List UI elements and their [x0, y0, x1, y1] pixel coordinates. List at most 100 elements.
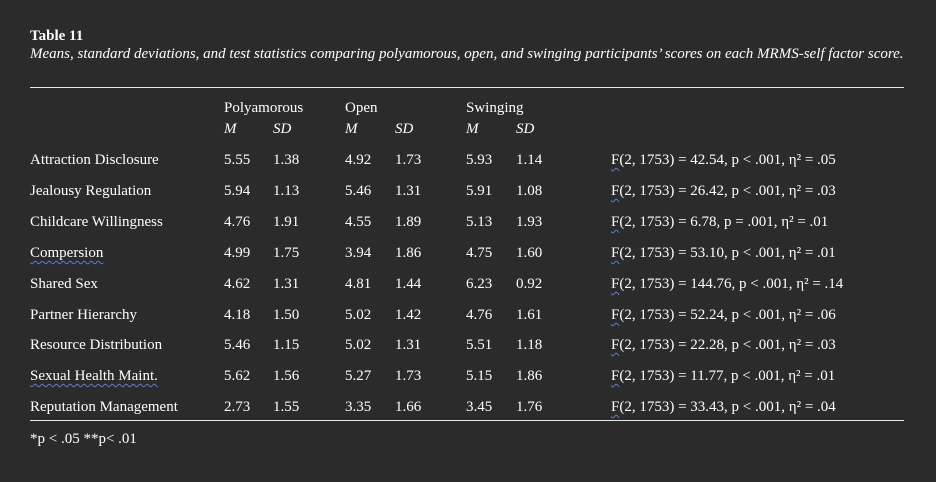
poly-sd: 1.38 [273, 152, 300, 168]
poly-sd: 1.91 [273, 214, 300, 230]
table-row: Shared Sex 4.62 1.31 4.81 1.44 6.23 0.92… [0, 275, 936, 293]
table-row: Compersion 4.99 1.75 3.94 1.86 4.75 1.60… [0, 244, 936, 262]
poly-sd: 1.56 [273, 368, 300, 384]
row-label: Shared Sex [30, 276, 98, 292]
table-note: *p < .05 **p< .01 [30, 431, 137, 447]
poly-sd: 1.50 [273, 307, 300, 323]
stat-f-symbol: F [611, 152, 620, 168]
open-sd: 1.89 [395, 214, 422, 230]
row-label-text: Sexual Health Maint. [30, 368, 158, 384]
swinging-mean: 5.51 [466, 337, 493, 353]
stat-detail: (2, 1753) = 6.78, p = .001, η² = .01 [619, 214, 829, 230]
open-mean: 3.35 [345, 399, 372, 415]
swinging-sd: 1.14 [516, 152, 543, 168]
open-sd: 1.86 [395, 245, 422, 261]
table-row: Resource Distribution 5.46 1.15 5.02 1.3… [0, 336, 936, 354]
open-sd: 1.73 [395, 152, 422, 168]
open-mean: 5.46 [345, 183, 372, 199]
row-label: Sexual Health Maint. [30, 367, 158, 385]
stat-f-symbol: F [611, 399, 620, 415]
open-mean: 4.92 [345, 152, 372, 168]
open-sd: 1.66 [395, 399, 422, 415]
group-header-polyamorous: Polyamorous [224, 100, 304, 116]
poly-mean: 4.76 [224, 214, 251, 230]
swinging-mean: 5.91 [466, 183, 493, 199]
row-label: Resource Distribution [30, 337, 163, 353]
swinging-mean: 5.13 [466, 214, 493, 230]
stat-f-symbol: F [611, 337, 620, 353]
test-statistic: F(2, 1753) = 53.10, p < .001, η² = .01 [611, 244, 836, 262]
open-sd: 1.73 [395, 368, 422, 384]
open-sd: 1.31 [395, 183, 422, 199]
swinging-sd: 1.76 [516, 399, 543, 415]
poly-sd: 1.31 [273, 276, 300, 292]
row-label: Compersion [30, 245, 104, 261]
poly-sd: 1.15 [273, 337, 300, 353]
swinging-sd: 1.18 [516, 337, 543, 353]
subheader-open-m: M [345, 121, 358, 137]
test-statistic: F(2, 1753) = 6.78, p = .001, η² = .01 [611, 213, 828, 231]
open-sd: 1.42 [395, 307, 422, 323]
row-label: Partner Hierarchy [30, 307, 138, 323]
swinging-mean: 4.76 [466, 307, 493, 323]
open-sd: 1.44 [395, 276, 422, 292]
stat-detail: (2, 1753) = 53.10, p < .001, η² = .01 [619, 245, 836, 261]
table-title: Table 11 [30, 28, 84, 44]
poly-mean: 5.55 [224, 152, 251, 168]
table-row: Jealousy Regulation 5.94 1.13 5.46 1.31 … [0, 182, 936, 200]
open-mean: 4.81 [345, 276, 372, 292]
stat-f-symbol: F [611, 183, 620, 199]
swinging-mean: 6.23 [466, 276, 493, 292]
swinging-sd: 1.86 [516, 368, 543, 384]
poly-mean: 5.62 [224, 368, 251, 384]
test-statistic: F(2, 1753) = 22.28, p < .001, η² = .03 [611, 336, 836, 354]
swinging-sd: 1.93 [516, 214, 543, 230]
table-row: Partner Hierarchy 4.18 1.50 5.02 1.42 4.… [0, 306, 936, 324]
table-top-rule [30, 87, 904, 88]
poly-sd: 1.75 [273, 245, 300, 261]
open-mean: 5.02 [345, 307, 372, 323]
swinging-mean: 5.15 [466, 368, 493, 384]
swinging-sd: 1.08 [516, 183, 543, 199]
poly-sd: 1.13 [273, 183, 300, 199]
row-label: Reputation Management [30, 399, 178, 415]
row-label: Childcare Willingness [30, 214, 163, 230]
swinging-mean: 4.75 [466, 245, 493, 261]
poly-mean: 4.62 [224, 276, 251, 292]
poly-mean: 2.73 [224, 399, 251, 415]
stat-f-symbol: F [611, 368, 620, 384]
swinging-sd: 1.60 [516, 245, 543, 261]
poly-mean: 5.46 [224, 337, 251, 353]
poly-sd: 1.55 [273, 399, 300, 415]
row-label: Attraction Disclosure [30, 152, 159, 168]
test-statistic: F(2, 1753) = 33.43, p < .001, η² = .04 [611, 398, 836, 416]
table-row: Attraction Disclosure 5.55 1.38 4.92 1.7… [0, 151, 936, 169]
subheader-poly-sd: SD [273, 121, 292, 137]
test-statistic: F(2, 1753) = 11.77, p < .001, η² = .01 [611, 367, 835, 385]
poly-mean: 4.18 [224, 307, 251, 323]
stat-detail: (2, 1753) = 33.43, p < .001, η² = .04 [619, 399, 836, 415]
group-header-open: Open [345, 100, 378, 116]
open-mean: 5.02 [345, 337, 372, 353]
table-caption: Means, standard deviations, and test sta… [30, 46, 904, 62]
subheader-swinging-sd: SD [516, 121, 535, 137]
stat-detail: (2, 1753) = 22.28, p < .001, η² = .03 [619, 337, 836, 353]
stat-f-symbol: F [611, 214, 620, 230]
stat-f-symbol: F [611, 276, 620, 292]
stat-f-symbol: F [611, 245, 620, 261]
open-mean: 5.27 [345, 368, 372, 384]
test-statistic: F(2, 1753) = 26.42, p < .001, η² = .03 [611, 182, 836, 200]
subheader-poly-m: M [224, 121, 237, 137]
swinging-sd: 1.61 [516, 307, 543, 323]
table-row: Reputation Management 2.73 1.55 3.35 1.6… [0, 398, 936, 416]
test-statistic: F(2, 1753) = 52.24, p < .001, η² = .06 [611, 306, 836, 324]
group-header-swinging: Swinging [466, 100, 524, 116]
stat-f-symbol: F [611, 307, 620, 323]
swinging-mean: 3.45 [466, 399, 493, 415]
open-sd: 1.31 [395, 337, 422, 353]
subheader-swinging-m: M [466, 121, 479, 137]
open-mean: 4.55 [345, 214, 372, 230]
test-statistic: F(2, 1753) = 144.76, p < .001, η² = .14 [611, 275, 843, 293]
poly-mean: 5.94 [224, 183, 251, 199]
